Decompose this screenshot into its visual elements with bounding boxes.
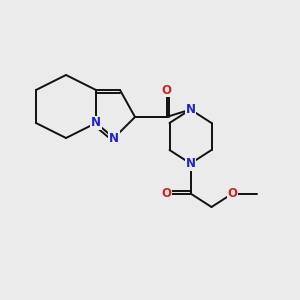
Text: N: N bbox=[185, 157, 196, 170]
Text: O: O bbox=[161, 187, 172, 200]
Text: O: O bbox=[227, 187, 238, 200]
Text: N: N bbox=[185, 103, 196, 116]
Text: N: N bbox=[91, 116, 101, 130]
Text: O: O bbox=[161, 83, 172, 97]
Text: N: N bbox=[109, 131, 119, 145]
